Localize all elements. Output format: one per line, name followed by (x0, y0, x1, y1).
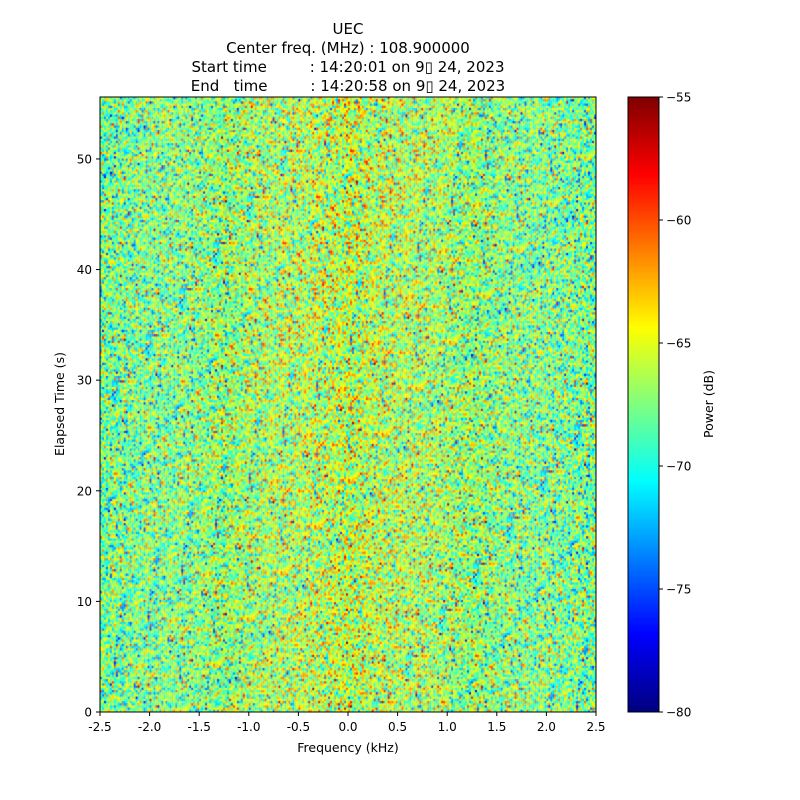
x-tick-label: -2.5 (88, 720, 111, 734)
x-tick-label: -0.5 (287, 720, 310, 734)
x-tick-label: -2.0 (138, 720, 161, 734)
colorbar-frame (627, 96, 660, 713)
colorbar-tick-label: −65 (666, 337, 691, 351)
x-tick-label: 1.5 (487, 720, 506, 734)
title-line: End time : 14:20:58 on 9▯ 24, 2023 (190, 77, 506, 95)
colorbar-tick-label: −70 (666, 460, 691, 474)
y-tick-label: 0 (84, 706, 92, 720)
y-tick-label: 30 (77, 374, 92, 388)
x-tick-label: -1.0 (237, 720, 260, 734)
x-tick-label: 2.5 (586, 720, 605, 734)
spectrogram-heatmap (100, 97, 596, 712)
y-tick-label: 50 (77, 152, 92, 166)
title-line: UEC (332, 20, 364, 38)
y-tick-label: 10 (77, 595, 92, 609)
colorbar-tick-label: −60 (666, 214, 691, 228)
colorbar-tick-label: −75 (666, 583, 691, 597)
chart-title: UEC Center freq. (MHz) : 108.900000 Star… (100, 20, 596, 96)
y-tick-label: 20 (77, 484, 92, 498)
x-axis-label: Frequency (kHz) (297, 740, 399, 755)
y-axis-label: Elapsed Time (s) (52, 352, 67, 456)
plot-frame (99, 96, 597, 713)
x-tick-label: 0.0 (338, 720, 357, 734)
x-tick-label: 2.0 (537, 720, 556, 734)
x-tick-label: -1.5 (187, 720, 210, 734)
x-tick-label: 1.0 (438, 720, 457, 734)
colorbar-tick-label: −55 (666, 91, 691, 105)
title-line: Center freq. (MHz) : 108.900000 (226, 39, 470, 57)
colorbar-label: Power (dB) (701, 370, 716, 438)
colorbar-tick-label: −80 (666, 706, 691, 720)
title-line: Start time : 14:20:01 on 9▯ 24, 2023 (191, 58, 505, 76)
colorbar-gradient (628, 97, 659, 712)
y-tick-label: 40 (77, 263, 92, 277)
x-tick-label: 0.5 (388, 720, 407, 734)
